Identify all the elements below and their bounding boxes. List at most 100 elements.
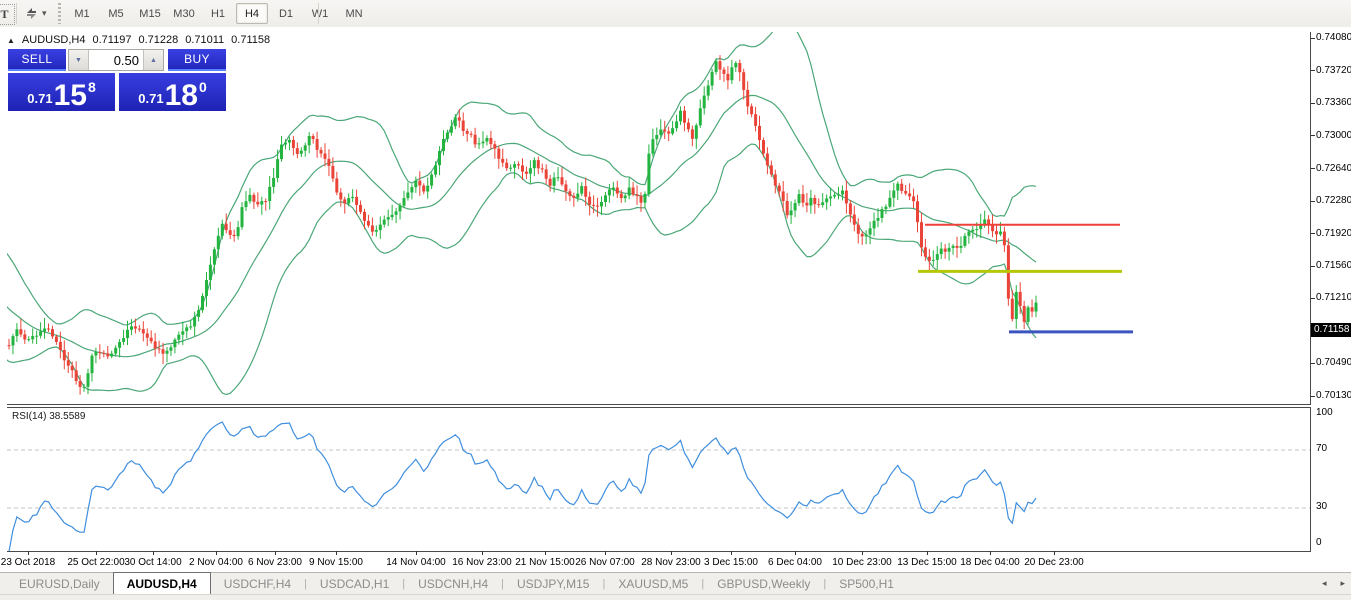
candle-body [619,193,623,199]
chart-tab-usdcad[interactable]: USDCAD,H1 [319,577,390,591]
sell-price-display[interactable]: 0.71 15 8 [8,73,115,111]
tab-scroll-left-icon[interactable]: ◂ [1321,578,1327,588]
timeframe-button-h4[interactable]: H4 [236,3,268,24]
candle-body [758,125,761,141]
candle-body [260,201,264,205]
candle-body [339,192,343,200]
main-chart-pane[interactable] [7,32,1311,405]
chart-tab-gbpusd[interactable]: GBPUSD,Weekly [717,577,811,591]
candle-body [809,197,813,206]
candle-body [370,225,374,232]
candle-body [983,219,987,225]
candle-body [287,139,291,143]
candle-body [975,229,979,230]
volume-input[interactable]: 0.50 [89,50,143,70]
price-axis[interactable]: 0.74080 0.73720 0.73360 0.73000 0.72640 0.722… [1311,27,1351,550]
candle-body [1022,306,1026,322]
time-tick-mark [482,551,483,555]
chart-tab-audusd[interactable]: AUDUSD,H4 [112,572,211,594]
candle-body [414,180,418,188]
candle-body [1026,307,1030,322]
candle-body [536,160,540,169]
candle-body [1018,291,1022,306]
time-tick-mark [862,551,863,555]
candle-body [722,69,726,74]
volume-decrease-button[interactable]: ▼ [69,50,89,70]
timeframe-button-h1[interactable]: H1 [210,7,226,20]
timeframe-button-m1[interactable]: M1 [74,7,90,20]
timeframe-button-m30[interactable]: M30 [173,7,195,20]
timeframe-button-w1[interactable]: W1 [311,7,329,20]
collapse-triangle-icon[interactable]: ▲ [7,35,15,45]
time-tick-mark [1054,551,1055,555]
candle-body [927,256,931,261]
toolbar-grip-handle[interactable] [58,3,61,24]
candle-body [307,136,311,146]
candle-body [825,198,829,203]
candle-body [402,198,406,206]
time-tick-mark [545,551,546,555]
candle-body [497,148,501,159]
timeframe-button-mn[interactable]: MN [345,7,363,20]
candle-body [212,249,216,265]
text-tool-icon[interactable]: T [0,4,15,25]
timeframe-button-m15[interactable]: M15 [139,7,161,20]
chart-tab-sp500[interactable]: SP500,H1 [839,577,894,591]
candle-body [900,183,904,191]
toolbar-dropdown-caret-icon[interactable]: ▾ [42,8,47,18]
buy-button[interactable]: BUY [168,49,226,71]
price-tick-label: 0.73000 [1316,129,1351,141]
candle-body [821,202,825,205]
candle-body [580,186,584,194]
tab-scroll-right-icon[interactable]: ▸ [1340,578,1345,588]
chart-tab-usdjpy[interactable]: USDJPY,M15 [517,577,590,591]
candle-body [864,234,868,237]
double-arrow-icon[interactable] [22,4,41,23]
candle-body [584,186,588,197]
bollinger-band-line [7,94,1037,358]
candle-body [848,203,852,215]
candle-body [635,194,639,197]
rsi-pane[interactable] [7,407,1311,552]
candle-body [453,117,457,127]
candle-body [118,341,122,348]
time-tick-label: 14 Nov 04:00 [386,557,446,568]
chart-tab-eurusd[interactable]: EURUSD,Daily [19,577,100,591]
candle-body [544,169,548,179]
candle-body [469,133,473,135]
candle-body [106,353,110,357]
candle-body [386,217,390,220]
sell-button[interactable]: SELL [8,49,66,71]
price-tick-label: 0.71210 [1316,292,1351,304]
candle-body [216,235,220,250]
candle-body [501,158,505,163]
buy-price-display[interactable]: 0.71 18 0 [119,73,226,111]
candle-body [378,224,382,231]
candle-body [904,191,908,194]
price-tick-mark [1311,102,1315,104]
chart-tab-xauusd[interactable]: XAUUSD,M5 [618,577,689,591]
time-tick-mark [927,551,928,555]
timeframe-button-m5[interactable]: M5 [108,7,124,20]
candle-body [623,195,627,199]
candle-body [762,140,765,154]
timeframe-button-d1[interactable]: D1 [278,7,294,20]
volume-increase-button[interactable]: ▲ [143,50,163,70]
chart-tab-usdchf[interactable]: USDCHF,H4 [223,577,292,591]
candle-body [66,360,70,366]
candle-body [19,329,23,335]
price-tick-label: 0.74080 [1316,32,1351,43]
time-axis[interactable]: 23 Oct 2018 25 Oct 22:00 30 Oct 14:00 2 Nov… [0,550,1351,572]
candle-body [133,326,137,329]
one-click-trading-panel: SELL ▼ 0.50 ▲ BUY 0.71 15 8 0.71 18 0 [8,49,226,111]
candle-body [951,245,955,248]
candle-body [947,247,951,252]
volume-spinner: ▼ 0.50 ▲ [68,49,164,71]
rsi-indicator-label: RSI(14) 38.5589 [12,411,86,422]
candle-body [1014,291,1018,319]
chart-region: ▲ AUDUSD,H4 0.71197 0.71228 0.71011 0.71… [0,27,1351,572]
candle-body [272,178,276,187]
candle-body [284,142,287,145]
chart-tab-usdcnh[interactable]: USDCNH,H4 [418,577,489,591]
